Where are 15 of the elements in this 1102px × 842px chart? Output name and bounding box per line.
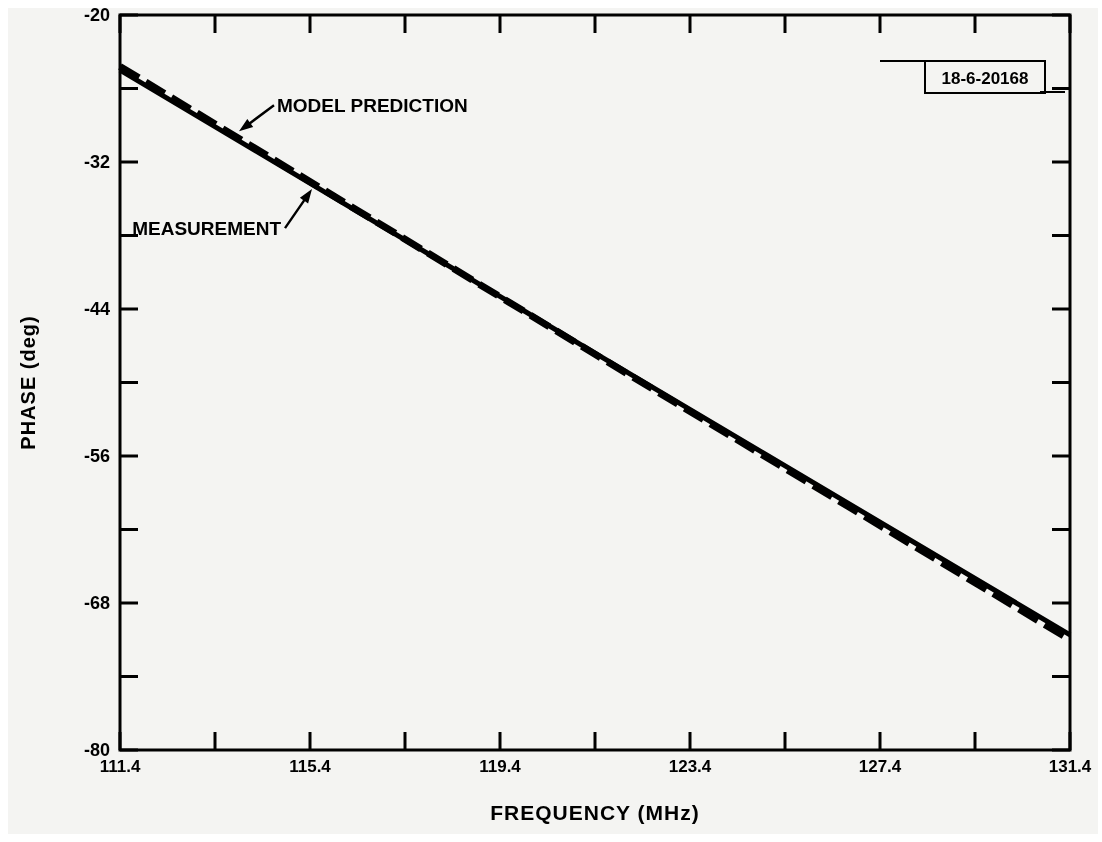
annotation: 18-6-20168 bbox=[941, 68, 1029, 88]
x-tick-label: 123.4 bbox=[668, 757, 712, 776]
x-tick-label: 127.4 bbox=[858, 757, 902, 776]
legend-label: MEASUREMENT bbox=[132, 217, 282, 239]
legend-label: MODEL PREDICTION bbox=[277, 94, 468, 116]
y-tick-label: -56 bbox=[83, 446, 110, 467]
y-tick-label: -20 bbox=[83, 5, 110, 26]
y-tick-label: -44 bbox=[83, 299, 110, 320]
y-tick-label: -68 bbox=[83, 593, 110, 614]
x-tick-label: 115.4 bbox=[289, 757, 332, 776]
x-axis-title: FREQUENCY (MHz) bbox=[490, 801, 700, 824]
x-tick-label: 131.4 bbox=[1048, 757, 1092, 776]
y-axis-title: PHASE (deg) bbox=[17, 315, 39, 450]
y-tick-label: -32 bbox=[83, 152, 110, 173]
x-tick-label: 119.4 bbox=[479, 757, 522, 776]
